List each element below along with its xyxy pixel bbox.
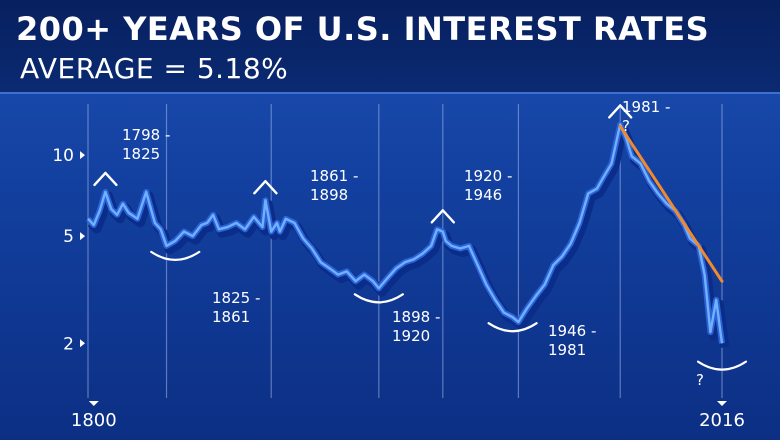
trough-marker	[353, 293, 404, 304]
y-tick-arrow	[80, 339, 85, 348]
period-label-start: ?	[696, 371, 704, 389]
period-label-start: 1798 -	[122, 126, 170, 144]
series-line	[87, 123, 724, 344]
x-tick-arrow	[88, 401, 99, 406]
trough-marker	[150, 250, 201, 261]
trend-line	[618, 124, 724, 283]
gridlines	[87, 104, 723, 398]
y-tick-arrow	[80, 232, 85, 241]
period-label-start: 1861 -	[310, 167, 358, 185]
y-tick-label: 2	[63, 334, 74, 354]
period-label-start: 1920 -	[464, 167, 512, 185]
x-tick-label: 1800	[71, 410, 117, 431]
peak-marker	[608, 104, 633, 119]
period-label-start: 1981 -	[622, 98, 670, 116]
trough-marker	[696, 360, 748, 371]
y-tick-arrow	[80, 151, 85, 160]
y-tick-label: 5	[63, 227, 74, 247]
peak-marker	[93, 171, 118, 187]
title-band: 200+ YEARS OF U.S. INTEREST RATES AVERAG…	[0, 0, 780, 94]
y-tick-label: 10	[52, 146, 74, 166]
peak-marker	[430, 209, 456, 224]
period-label-start: 1946 -	[548, 322, 596, 340]
chart-subtitle: AVERAGE = 5.18%	[20, 52, 289, 85]
trend-layer	[618, 124, 724, 283]
period-label-start: 1898 -	[392, 308, 440, 326]
peak-marker	[253, 179, 278, 195]
axis-layer: 10 5 2 1800 2016	[52, 146, 745, 431]
x-tick-arrow	[717, 401, 727, 406]
x-tick-label: 2016	[699, 410, 745, 431]
period-label-end: 1825	[122, 145, 160, 163]
period-label-end: 1898	[310, 186, 348, 204]
period-label-end: 1861	[212, 308, 250, 326]
period-label-start: 1825 -	[212, 289, 260, 307]
period-label-end: 1981	[548, 341, 586, 359]
period-label-end: ?	[622, 117, 630, 135]
period-label-end: 1920	[392, 327, 430, 345]
period-label-end: 1946	[464, 186, 502, 204]
marker-layer	[93, 104, 748, 371]
trough-marker	[487, 322, 538, 333]
chart-title: 200+ YEARS OF U.S. INTEREST RATES	[16, 10, 710, 48]
